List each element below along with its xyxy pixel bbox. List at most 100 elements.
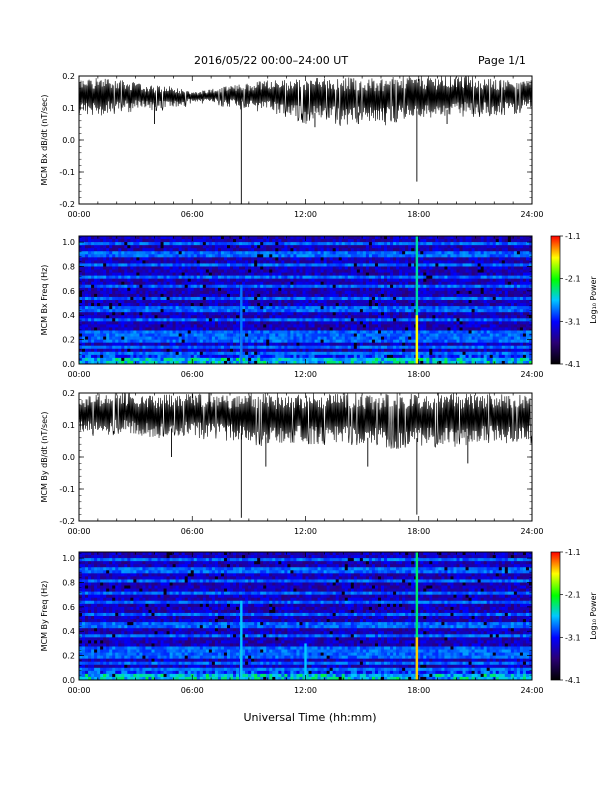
heatmap-cell [220, 342, 225, 347]
heatmap-cell [172, 360, 176, 365]
heatmap-cell [323, 260, 327, 264]
heatmap-cell [393, 354, 397, 359]
heatmap-cell [214, 272, 219, 276]
heatmap-cell [350, 275, 355, 279]
heatmap-cell [88, 275, 92, 279]
heatmap-cell [239, 272, 243, 276]
heatmap-cell [420, 269, 424, 273]
heatmap-cell [371, 351, 376, 356]
heatmap-cell [88, 284, 92, 289]
heatmap-cell [266, 269, 270, 273]
heatmap-cell [302, 348, 306, 353]
heatmap-cell [387, 275, 391, 279]
heatmap-cell [85, 296, 89, 301]
heatmap-cell [408, 309, 412, 313]
heatmap-cell [82, 345, 86, 350]
heatmap-cell [181, 239, 185, 243]
heatmap-cell [169, 269, 173, 273]
heatmap-cell [411, 287, 415, 292]
heatmap-cell [245, 318, 249, 322]
heatmap-cell [202, 312, 207, 316]
heatmap-cell [251, 251, 255, 255]
heatmap-cell [196, 263, 201, 267]
heatmap-cell [393, 290, 397, 295]
heatmap-cell [236, 348, 240, 353]
heatmap-cell [239, 254, 243, 258]
heatmap-cell [109, 275, 113, 279]
heatmap-cell [226, 242, 231, 246]
heatmap-cell [377, 275, 382, 279]
heatmap-cell [426, 348, 430, 353]
heatmap-cell [121, 254, 125, 258]
heatmap-cell [260, 300, 264, 304]
heatmap-cell [359, 333, 364, 337]
heatmap-cell [278, 284, 282, 289]
heatmap-cell [269, 303, 273, 307]
heatmap-cell [365, 324, 370, 328]
heatmap-cell [88, 348, 92, 353]
heatmap-cell [365, 342, 370, 347]
heatmap-cell [148, 354, 152, 359]
heatmap-cell [302, 269, 306, 273]
heatmap-cell [341, 357, 346, 362]
heatmap-cell [175, 284, 179, 289]
heatmap-cell [220, 278, 225, 283]
heatmap-cell [187, 300, 192, 304]
heatmap-cell [88, 342, 92, 347]
heatmap-cell [91, 248, 95, 252]
heatmap-cell [356, 269, 361, 273]
heatmap-cell [254, 318, 258, 322]
heatmap-cell [106, 324, 110, 328]
heatmap-cell [115, 321, 119, 325]
heatmap-cell [305, 321, 309, 325]
heatmap-cell [148, 290, 152, 295]
heatmap-cell [226, 260, 231, 264]
heatmap-cell [384, 275, 388, 279]
heatmap-cell [127, 251, 131, 255]
heatmap-cell [151, 293, 155, 298]
heatmap-cell [175, 318, 179, 322]
heatmap-cell [402, 333, 406, 337]
heatmap-cell [202, 263, 207, 267]
heatmap-cell [160, 306, 164, 310]
heatmap-cell [287, 312, 291, 316]
heatmap-cell [233, 272, 237, 276]
heatmap-cell [121, 245, 125, 249]
heatmap-cell [226, 306, 231, 310]
heatmap-cell [214, 324, 219, 328]
heatmap-cell [302, 248, 306, 252]
heatmap-cell [220, 287, 225, 292]
heatmap-cell [124, 327, 128, 331]
heatmap-cell [97, 272, 101, 276]
heatmap-cell [420, 357, 424, 362]
heatmap-cell [118, 242, 122, 246]
heatmap-cell [347, 339, 352, 343]
heatmap-cell [269, 278, 273, 283]
heatmap-cell [296, 275, 300, 279]
heatmap-cell [420, 351, 424, 356]
heatmap-cell [272, 236, 276, 240]
heatmap-cell [311, 248, 315, 252]
heatmap-cell [115, 269, 119, 273]
heatmap-cell [384, 248, 388, 252]
heatmap-cell [154, 281, 158, 286]
heatmap-cell [390, 324, 394, 328]
heatmap-cell [118, 360, 122, 365]
heatmap-cell [374, 272, 379, 276]
heatmap-cell [368, 324, 373, 328]
heatmap-cell [384, 345, 388, 350]
heatmap-cell [329, 318, 333, 322]
heatmap-cell [172, 248, 176, 252]
heatmap-cell [251, 263, 255, 267]
heatmap-cell [103, 248, 107, 252]
heatmap-cell [115, 342, 119, 347]
heatmap-cell [85, 351, 89, 356]
heatmap-cell [127, 345, 131, 350]
heatmap-cell [121, 360, 125, 365]
heatmap-cell [248, 242, 252, 246]
heatmap-cell [220, 330, 225, 334]
heatmap-cell [157, 300, 161, 304]
heatmap-cell [353, 330, 358, 334]
heatmap-cell [263, 236, 267, 240]
heatmap-cell [272, 318, 276, 322]
